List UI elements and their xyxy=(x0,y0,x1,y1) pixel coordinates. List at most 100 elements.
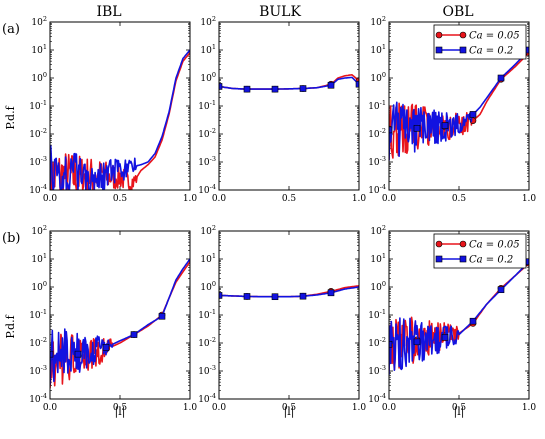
x-tick-label: 0.5 xyxy=(452,194,467,204)
y-tick-label: 10-4 xyxy=(29,392,47,405)
series-marker xyxy=(271,293,279,301)
y-tick-label: 10-4 xyxy=(29,183,47,196)
x-tick-label: 0.5 xyxy=(113,194,128,204)
legend-marker xyxy=(459,240,467,248)
y-tick-label: 101 xyxy=(200,252,216,265)
y-tick-label: 102 xyxy=(200,15,216,28)
legend-marker xyxy=(459,31,467,39)
y-tick-label: 10-3 xyxy=(29,364,47,377)
x-tick-label: 0.0 xyxy=(212,403,227,413)
x-tick-label: 0.0 xyxy=(212,194,227,204)
x-tick-label: 1.0 xyxy=(352,403,367,413)
series-marker xyxy=(299,292,307,300)
legend-marker xyxy=(459,255,467,263)
column-titles: IBL BULK OBL xyxy=(96,4,473,20)
series-line-ca-005 xyxy=(389,52,529,160)
series-group xyxy=(219,285,359,301)
legend-label: Ca = 0.05 xyxy=(469,31,520,42)
row-label-b: (b) xyxy=(2,231,20,246)
series-marker xyxy=(389,340,393,348)
y-tick-label: 100 xyxy=(370,280,386,293)
y-tick-label: 10-2 xyxy=(198,127,216,140)
row-label-a: (a) xyxy=(2,22,20,37)
legend-box xyxy=(433,24,527,60)
y-tick-label: 100 xyxy=(31,280,47,293)
y-tick-label: 10-1 xyxy=(198,99,216,112)
series-marker xyxy=(158,312,166,320)
x-tick-label: 0.5 xyxy=(282,403,297,413)
y-tick-label: 10-3 xyxy=(29,155,47,168)
legend-marker xyxy=(435,31,443,39)
x-tick-label: 1.0 xyxy=(522,194,537,204)
y-tick-label: 10-1 xyxy=(198,308,216,321)
series-group xyxy=(50,49,190,190)
legend-marker xyxy=(435,255,443,263)
series-line-ca-02 xyxy=(50,49,190,190)
series-marker xyxy=(130,331,138,338)
x-axis-label-obl: |l| xyxy=(454,405,465,419)
series-marker xyxy=(441,122,449,129)
y-tick-label: 10-3 xyxy=(368,155,386,168)
series-marker xyxy=(497,74,505,82)
series-marker xyxy=(50,350,54,358)
panel-frame xyxy=(388,21,530,191)
column-title-ibl: IBL xyxy=(96,4,121,20)
series-marker xyxy=(497,286,505,294)
series-marker xyxy=(413,338,421,346)
series-marker xyxy=(389,126,393,134)
y-tick-label: 10-2 xyxy=(29,336,47,349)
y-tick-label: 102 xyxy=(370,224,386,237)
x-tick-label: 0.5 xyxy=(452,403,467,413)
series-marker xyxy=(413,124,421,132)
legend-marker xyxy=(435,240,443,248)
x-tick-label: 0.0 xyxy=(43,194,58,204)
panel-a-IBL: 10-4 10-3 10-2 10-1 100 101 102 0.0 0.5 1.0 xyxy=(29,15,197,204)
series-marker xyxy=(327,81,335,89)
y-tick-label: 10-3 xyxy=(368,364,386,377)
y-tick-label: 102 xyxy=(200,224,216,237)
panel-frame xyxy=(49,21,191,191)
y-tick-label: 100 xyxy=(31,71,47,84)
legend: Ca = 0.05 Ca = 0.2 xyxy=(433,233,527,269)
x-tick-label: 1.0 xyxy=(183,403,198,413)
panel-a-OBL: 10-4 10-3 10-2 10-1 100 101 102 0.0 0.5 1.0 Ca = 0… xyxy=(368,15,536,204)
series-marker xyxy=(219,292,223,299)
x-tick-label: 0.0 xyxy=(43,403,58,413)
y-tick-label: 10-1 xyxy=(29,99,47,112)
series-marker xyxy=(327,289,335,297)
y-tick-label: 100 xyxy=(200,280,216,293)
series-marker xyxy=(299,85,307,92)
y-tick-label: 10-4 xyxy=(368,392,386,405)
series-group xyxy=(50,258,190,389)
series-line-ca-005 xyxy=(219,74,359,90)
panel-frame xyxy=(49,230,191,400)
panel-frame xyxy=(218,21,360,191)
y-tick-label: 100 xyxy=(370,71,386,84)
x-tick-label: 1.0 xyxy=(183,194,198,204)
x-tick-label: 1.0 xyxy=(522,403,537,413)
y-tick-label: 10-2 xyxy=(29,127,47,140)
y-tick-label: 102 xyxy=(370,15,386,28)
y-tick-label: 10-2 xyxy=(198,336,216,349)
y-axis-label-top: P.d.f xyxy=(4,105,17,129)
legend-label: Ca = 0.05 xyxy=(469,240,520,251)
legend-box xyxy=(433,233,527,269)
series-marker xyxy=(441,333,449,341)
x-axis-label-ibl: |l| xyxy=(115,405,126,419)
y-tick-label: 102 xyxy=(31,15,47,28)
series-marker xyxy=(74,350,82,358)
panel-frame xyxy=(388,230,530,400)
y-tick-label: 101 xyxy=(31,43,47,56)
series-marker xyxy=(243,85,251,93)
series-line-ca-02 xyxy=(389,261,529,375)
y-tick-label: 10-1 xyxy=(368,99,386,112)
panel-a-BULK: 10-4 10-3 10-2 10-1 100 101 102 0.0 0.5 1.0 xyxy=(198,15,366,204)
x-axis-label-bulk: |l| xyxy=(284,405,295,419)
series-line-ca-02 xyxy=(50,258,190,385)
y-tick-label: 101 xyxy=(370,43,386,56)
series-marker xyxy=(469,111,477,118)
y-tick-label: 10-2 xyxy=(368,336,386,349)
x-tick-label: 0.5 xyxy=(282,194,297,204)
